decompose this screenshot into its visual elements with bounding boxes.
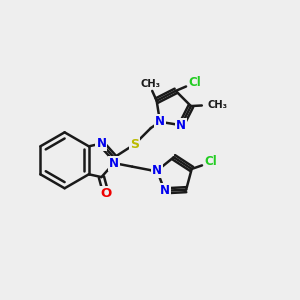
Text: CH₃: CH₃ — [208, 100, 228, 110]
Text: CH₃: CH₃ — [141, 79, 161, 88]
Text: N: N — [96, 137, 106, 150]
Text: Cl: Cl — [205, 155, 217, 168]
Text: N: N — [109, 157, 119, 169]
Text: N: N — [176, 119, 186, 132]
Text: Cl: Cl — [188, 76, 201, 89]
Text: O: O — [100, 187, 112, 200]
Text: N: N — [155, 115, 165, 128]
Text: N: N — [160, 184, 170, 197]
Text: S: S — [130, 138, 139, 151]
Text: N: N — [152, 164, 162, 177]
